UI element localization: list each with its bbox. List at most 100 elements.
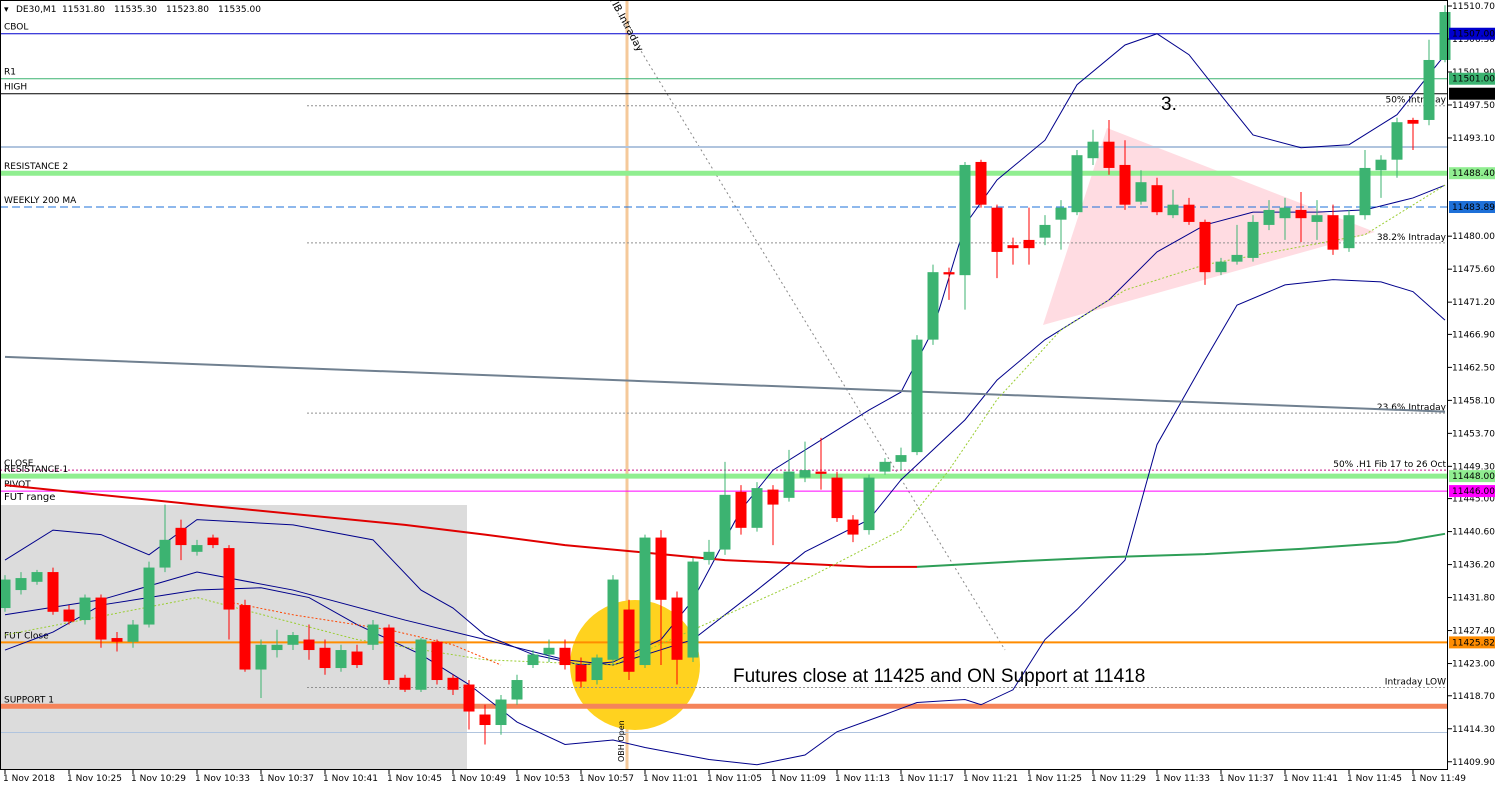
annotation: 3. — [1161, 94, 1177, 115]
candle-body — [303, 639, 315, 651]
y-tick-label: 11466.90 — [1452, 330, 1495, 340]
level-label: R1 — [4, 68, 16, 78]
price-box — [1449, 27, 1495, 40]
price-box — [1449, 87, 1495, 100]
level-label: WEEKLY 200 MA — [4, 196, 77, 206]
x-tick-label: 1 Nov 10:37 — [259, 774, 314, 784]
price-box-label: 11499.00 — [1452, 90, 1495, 100]
candle-body — [687, 561, 699, 658]
price-box-label: 11483.89 — [1452, 203, 1495, 213]
candle-body — [543, 647, 555, 655]
x-tick-label: 1 Nov 2018 — [3, 774, 55, 784]
y-tick-label: 11414.30 — [1452, 725, 1495, 735]
candle-body — [863, 477, 875, 531]
header-value: 11531.80 — [62, 5, 105, 15]
candle-body — [671, 597, 683, 660]
y-tick-label: 11431.80 — [1452, 594, 1495, 604]
x-tick-label: 1 Nov 11:37 — [1219, 774, 1274, 784]
y-tick-label: 11440.60 — [1452, 528, 1495, 538]
candle-body — [911, 339, 923, 453]
candle-body — [1327, 215, 1339, 250]
candle-body — [463, 684, 475, 712]
x-tick-label: 1 Nov 11:05 — [707, 774, 762, 784]
header-value: 11523.80 — [166, 5, 209, 15]
level-right-label: 50% .H1 Fib 17 to 26 Oct — [1333, 460, 1446, 470]
level-label: SUPPORT 1 — [4, 695, 54, 705]
level-right-label: Intraday LOW — [1385, 678, 1446, 688]
y-tick-label: 11506.30 — [1452, 35, 1495, 45]
candle-body — [127, 624, 139, 642]
level-label: CLOSE — [4, 459, 34, 469]
candle-body — [111, 638, 123, 642]
candle-body — [959, 164, 971, 276]
y-tick-label: 11409.90 — [1452, 758, 1495, 768]
y-tick-label: 11436.20 — [1452, 561, 1495, 571]
candle-body — [479, 714, 491, 726]
candle-body — [1279, 207, 1291, 219]
candle-body — [1391, 122, 1403, 160]
candle-body — [719, 494, 731, 550]
candle-body — [943, 272, 955, 275]
candle-body — [1263, 209, 1275, 225]
candle-body — [783, 471, 795, 498]
y-tick-label: 11427.40 — [1452, 627, 1495, 637]
x-tick-label: 1 Nov 10:29 — [131, 774, 186, 784]
candle-body — [1183, 204, 1195, 222]
x-tick-label: 1 Nov 11:17 — [899, 774, 954, 784]
candle-body — [1215, 261, 1227, 273]
candle-body — [1439, 11, 1451, 60]
candle-body — [271, 644, 283, 651]
x-tick-label: 1 Nov 11:49 — [1411, 774, 1466, 784]
menu-arrow: ▾ — [4, 5, 9, 15]
candle-body — [159, 539, 171, 568]
candle-body — [1295, 209, 1307, 219]
candle-body — [575, 665, 587, 682]
candle-body — [639, 537, 651, 666]
candle-body — [799, 470, 811, 478]
y-tick-label: 11418.70 — [1452, 692, 1495, 702]
candle-body — [1119, 164, 1131, 205]
candle-body — [623, 609, 635, 672]
candle-body — [607, 579, 619, 660]
candle-body — [1247, 221, 1259, 258]
candle-body — [351, 651, 363, 666]
candle-body — [1407, 119, 1419, 124]
indicator-line — [4, 279, 1446, 766]
candle-body — [1199, 221, 1211, 273]
y-tick-label: 11493.10 — [1452, 134, 1495, 144]
candle-body — [527, 654, 539, 666]
candle-body — [1055, 207, 1067, 220]
x-tick-label: 1 Nov 10:53 — [515, 774, 570, 784]
candle-body — [15, 578, 27, 591]
x-tick-label: 1 Nov 11:13 — [835, 774, 890, 784]
y-tick-label: 11475.60 — [1452, 265, 1495, 275]
candle-body — [1023, 239, 1035, 249]
x-tick-label: 1 Nov 11:01 — [643, 774, 698, 784]
candle-body — [319, 647, 331, 669]
annotation: FUT range — [4, 492, 55, 503]
y-tick-label: 11445.00 — [1452, 495, 1495, 505]
candle-body — [415, 639, 427, 690]
indicator-line — [916, 532, 1446, 568]
price-box-label: 11488.40 — [1452, 169, 1495, 179]
candle-body — [431, 641, 443, 681]
candle-body — [1151, 185, 1163, 213]
level-right-label: 38.2% Intraday — [1377, 233, 1447, 243]
y-tick-label: 11471.20 — [1452, 298, 1495, 308]
level-label: CBOL — [4, 23, 28, 33]
price-box-label: 11425.82 — [1452, 638, 1495, 648]
candle-body — [975, 161, 987, 205]
x-tick-label: 1 Nov 11:29 — [1091, 774, 1146, 784]
candle-body — [847, 519, 859, 535]
price-box — [1449, 167, 1495, 180]
level-label: FUT Close — [4, 631, 49, 641]
candle-body — [1167, 204, 1179, 216]
header-value: 11535.00 — [218, 5, 261, 15]
session-shade — [0, 505, 467, 770]
x-tick-label: 1 Nov 11:09 — [771, 774, 826, 784]
candle-body — [1039, 224, 1051, 238]
candle-body — [255, 644, 267, 670]
price-box-label: 11507.00 — [1452, 30, 1495, 40]
level-right-label: 23.6% Intraday — [1377, 403, 1447, 413]
price-box-label: 11448.00 — [1452, 472, 1495, 482]
